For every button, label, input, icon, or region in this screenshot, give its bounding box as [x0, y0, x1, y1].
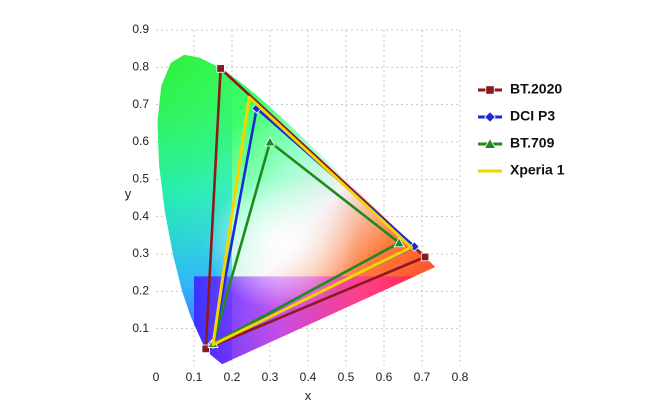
gamut-triangle-bt-2020 [204, 67, 427, 351]
series-xperia-1 [211, 95, 413, 347]
y-tick-label: 0.8 [132, 60, 149, 74]
gamut-triangle-bt-709 [211, 140, 401, 345]
x-tick-label: 0.4 [300, 370, 317, 384]
series-bt-2020 [201, 64, 430, 354]
x-tick-label: 0.2 [224, 370, 241, 384]
y-tick-label: 0.9 [132, 22, 149, 36]
data-point-bt-709 [393, 237, 405, 248]
y-tick-label: 0.2 [132, 284, 149, 298]
axis-ticks: 0 0.1 0.2 0.3 0.4 0.5 0.6 0.7 0.8 0.1 0.2 0.3 0.4 0.5… [132, 22, 468, 384]
y-tick-label: 0.3 [132, 246, 149, 260]
x-tick-label: 0.5 [338, 370, 355, 384]
legend-label: BT.709 [510, 135, 555, 151]
x-axis-label: x [305, 388, 312, 403]
legend-label: DCI P3 [510, 108, 555, 124]
x-tick-label: 0 [153, 370, 160, 384]
y-tick-label: 0.5 [132, 172, 149, 186]
white-point-glow [205, 175, 358, 310]
y-tick-label: 0.4 [132, 209, 149, 223]
legend-item-bt-709: BT.709 [478, 135, 555, 151]
data-point-bt-2020 [216, 64, 225, 73]
data-point-bt-2020 [201, 344, 210, 354]
gamut-triangle-xperia-1 [211, 95, 413, 347]
spectral-locus [157, 54, 436, 365]
legend: BT.2020 DCI P3 BT.709 Xperia 1 [478, 81, 565, 178]
legend-label: BT.2020 [510, 81, 562, 97]
y-axis-label: y [125, 186, 132, 201]
x-tick-label: 0.3 [262, 370, 279, 384]
gamut-series [201, 64, 430, 354]
legend-marker [485, 85, 495, 95]
legend-marker [483, 137, 497, 149]
data-point-bt-709 [264, 136, 276, 147]
data-point-dci-p3 [409, 241, 420, 252]
x-tick-label: 0.8 [452, 370, 469, 384]
x-tick-label: 0.7 [414, 370, 431, 384]
legend-label: Xperia 1 [510, 162, 565, 178]
data-point-bt-2020 [420, 252, 430, 262]
x-tick-label: 0.1 [186, 370, 203, 384]
legend-marker [484, 111, 496, 123]
y-tick-label: 0.7 [132, 97, 149, 111]
x-tick-label: 0.6 [376, 370, 393, 384]
legend-item-dci-p3: DCI P3 [478, 108, 555, 124]
y-tick-label: 0.1 [132, 321, 149, 335]
legend-item-bt-2020: BT.2020 [478, 81, 562, 97]
series-bt-709 [207, 136, 405, 348]
legend-item-xperia-1: Xperia 1 [478, 162, 565, 178]
y-tick-label: 0.6 [132, 134, 149, 148]
